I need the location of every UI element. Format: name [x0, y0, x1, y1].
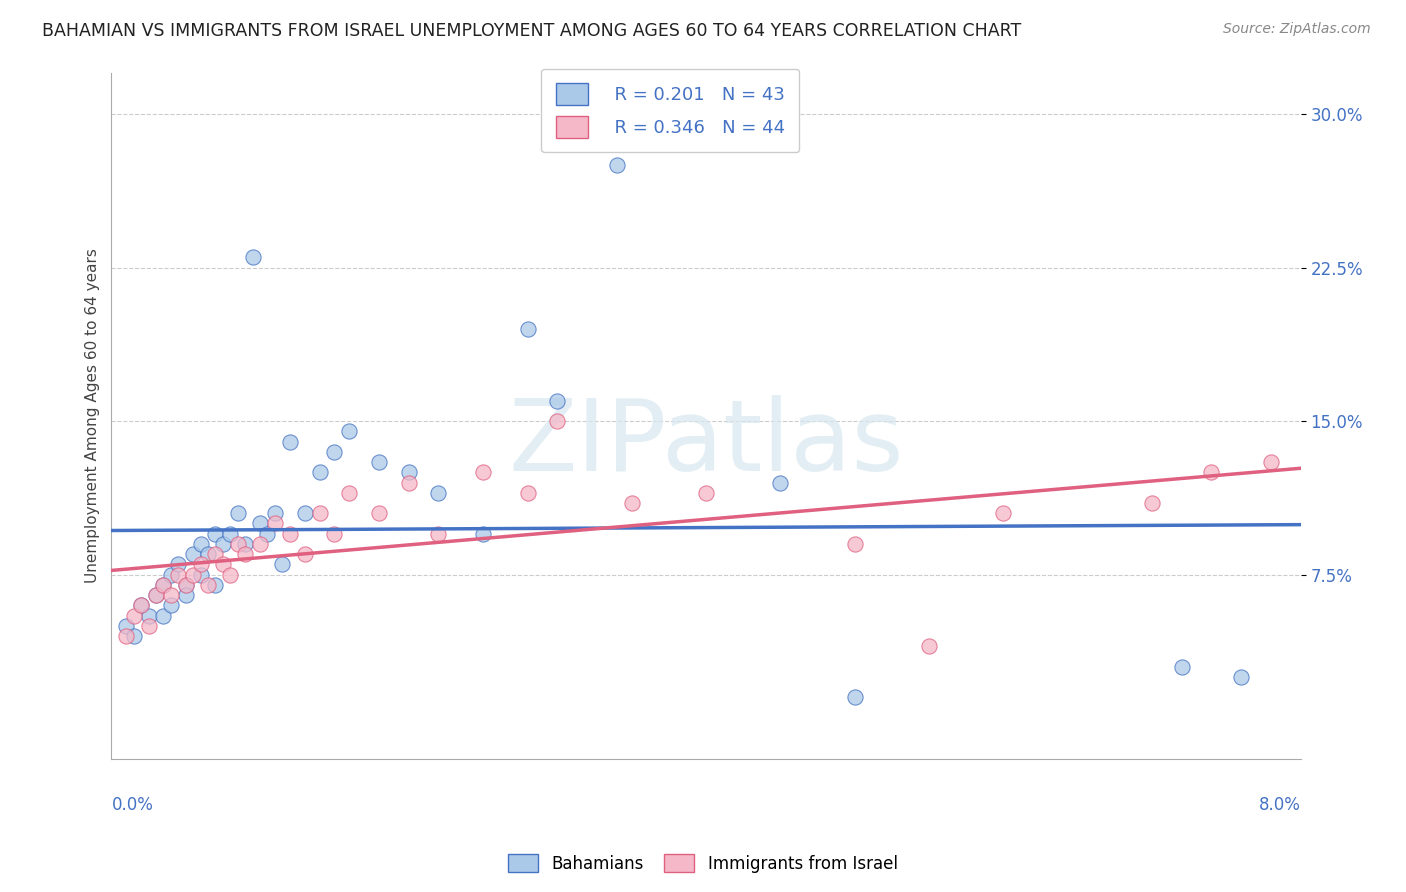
Point — [271, 558, 294, 572]
Point — [427, 526, 450, 541]
Point — [294, 506, 316, 520]
Point — [212, 537, 235, 551]
Point — [1230, 670, 1253, 684]
Point — [1170, 659, 1192, 673]
Point — [145, 588, 167, 602]
Point — [249, 537, 271, 551]
Point — [226, 506, 249, 520]
Point — [174, 578, 197, 592]
Point — [212, 558, 235, 572]
Point — [427, 485, 450, 500]
Legend: Bahamians, Immigrants from Israel: Bahamians, Immigrants from Israel — [502, 847, 904, 880]
Text: ZIPatlas: ZIPatlas — [508, 395, 904, 491]
Point — [844, 690, 866, 705]
Point — [1140, 496, 1163, 510]
Point — [122, 608, 145, 623]
Point — [769, 475, 792, 490]
Point — [695, 485, 717, 500]
Point — [160, 567, 183, 582]
Point — [138, 619, 160, 633]
Point — [278, 526, 301, 541]
Point — [546, 414, 568, 428]
Point — [129, 599, 152, 613]
Point — [181, 547, 204, 561]
Point — [181, 567, 204, 582]
Point — [190, 537, 212, 551]
Point — [204, 578, 226, 592]
Point — [398, 475, 420, 490]
Point — [190, 558, 212, 572]
Legend:   R = 0.201   N = 43,   R = 0.346   N = 44: R = 0.201 N = 43, R = 0.346 N = 44 — [541, 69, 799, 153]
Text: BAHAMIAN VS IMMIGRANTS FROM ISRAEL UNEMPLOYMENT AMONG AGES 60 TO 64 YEARS CORREL: BAHAMIAN VS IMMIGRANTS FROM ISRAEL UNEMP… — [42, 22, 1021, 40]
Point — [115, 619, 138, 633]
Point — [606, 158, 628, 172]
Point — [337, 425, 360, 439]
Point — [308, 506, 330, 520]
Text: Source: ZipAtlas.com: Source: ZipAtlas.com — [1223, 22, 1371, 37]
Point — [152, 608, 174, 623]
Point — [1260, 455, 1282, 469]
Point — [160, 599, 183, 613]
Point — [122, 629, 145, 643]
Point — [323, 445, 346, 459]
Point — [516, 485, 538, 500]
Point — [115, 629, 138, 643]
Point — [219, 526, 242, 541]
Point — [174, 578, 197, 592]
Point — [398, 465, 420, 479]
Point — [993, 506, 1015, 520]
Point — [264, 516, 287, 531]
Point — [516, 322, 538, 336]
Point — [256, 526, 278, 541]
Point — [233, 547, 256, 561]
Point — [294, 547, 316, 561]
Point — [174, 588, 197, 602]
Point — [129, 599, 152, 613]
Point — [167, 558, 190, 572]
Point — [197, 547, 219, 561]
Point — [167, 567, 190, 582]
Point — [249, 516, 271, 531]
Point — [138, 608, 160, 623]
Point — [204, 547, 226, 561]
Point — [368, 455, 391, 469]
Point — [546, 393, 568, 408]
Point — [323, 526, 346, 541]
Point — [620, 496, 643, 510]
Point — [337, 485, 360, 500]
Point — [368, 506, 391, 520]
Point — [308, 465, 330, 479]
Point — [160, 588, 183, 602]
Point — [152, 578, 174, 592]
Point — [219, 567, 242, 582]
Point — [145, 588, 167, 602]
Point — [264, 506, 287, 520]
Point — [152, 578, 174, 592]
Y-axis label: Unemployment Among Ages 60 to 64 years: Unemployment Among Ages 60 to 64 years — [86, 249, 100, 583]
Point — [242, 251, 264, 265]
Point — [918, 639, 941, 653]
Point — [1201, 465, 1223, 479]
Point — [204, 526, 226, 541]
Point — [190, 567, 212, 582]
Text: 8.0%: 8.0% — [1258, 797, 1301, 814]
Point — [197, 578, 219, 592]
Point — [278, 434, 301, 449]
Point — [472, 465, 495, 479]
Point — [472, 526, 495, 541]
Point — [844, 537, 866, 551]
Point — [226, 537, 249, 551]
Point — [233, 537, 256, 551]
Text: 0.0%: 0.0% — [111, 797, 153, 814]
